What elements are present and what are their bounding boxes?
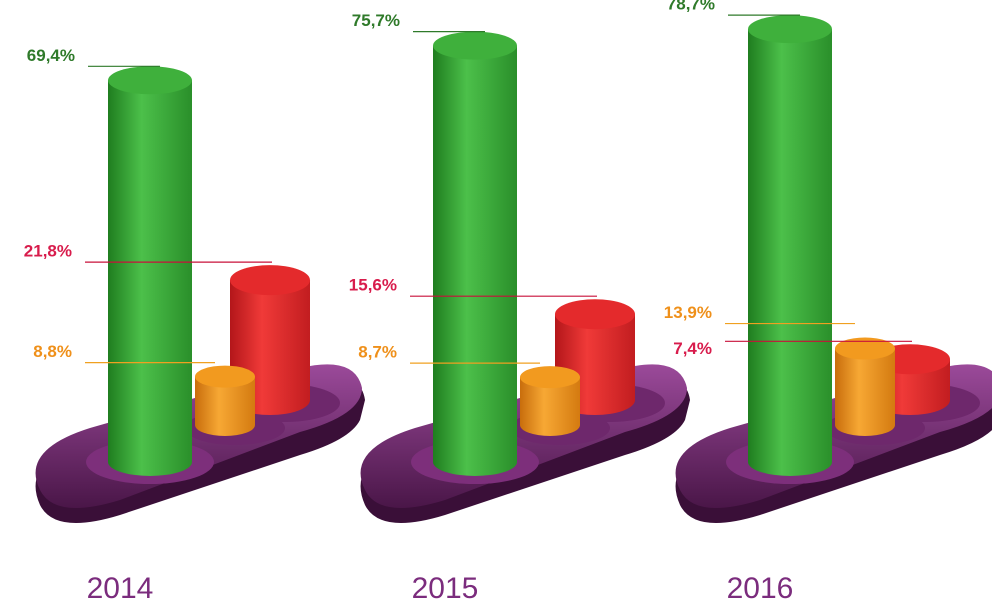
value-label: 15,6% (349, 276, 397, 295)
cylinder (748, 15, 832, 476)
cylinder-top (433, 32, 517, 60)
cylinder-top (195, 366, 255, 388)
cylinder-bottom (433, 448, 517, 476)
value-label: 13,9% (664, 303, 712, 322)
value-label: 7,4% (673, 339, 712, 358)
cylinder (108, 66, 192, 476)
cylinder (835, 338, 895, 436)
cylinder-body (835, 349, 895, 425)
value-label: 8,8% (33, 342, 72, 361)
cylinder-body (433, 46, 517, 462)
cylinder-top (520, 366, 580, 388)
cylinder-body (748, 29, 832, 462)
cylinder-bottom (835, 414, 895, 436)
value-label: 75,7% (352, 11, 400, 30)
category-label: 2015 (412, 572, 479, 605)
value-label: 69,4% (27, 46, 75, 65)
cylinder (520, 366, 580, 436)
cylinder-bottom (195, 414, 255, 436)
cylinder-top (748, 15, 832, 43)
cylinder-top (230, 265, 310, 295)
cylinder (195, 366, 255, 436)
chart: 69,4% 8,8% 21,8% 2014 75,7% 8,7% 15,6% 2015 78,7… (0, 0, 992, 610)
cylinder (433, 32, 517, 476)
cylinder-bottom (520, 414, 580, 436)
value-label: 8,7% (358, 343, 397, 362)
cylinder-body (108, 80, 192, 462)
cylinder-bottom (748, 448, 832, 476)
value-label: 21,8% (24, 242, 72, 261)
category-label: 2016 (727, 572, 794, 605)
cylinder-bottom (108, 448, 192, 476)
cylinder-top (555, 299, 635, 329)
value-label: 78,7% (667, 0, 715, 14)
cylinder-top (108, 66, 192, 94)
category-label: 2014 (87, 572, 154, 605)
